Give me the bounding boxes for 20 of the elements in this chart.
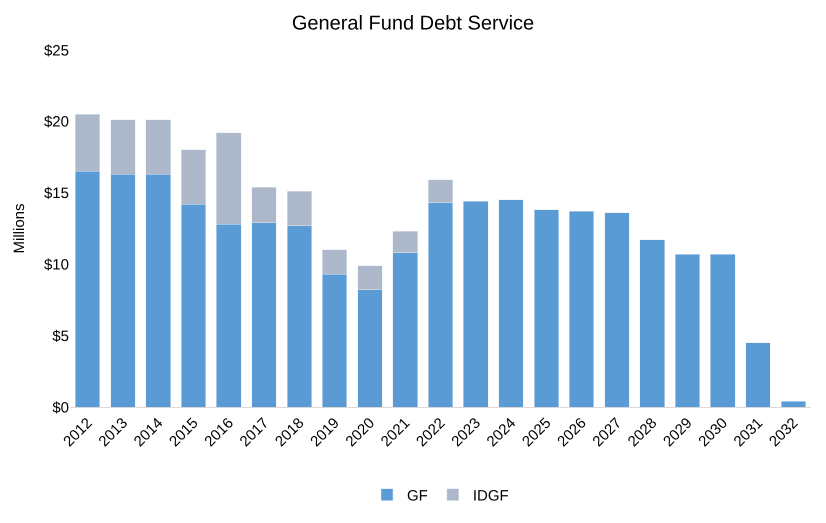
bar: [534, 210, 559, 407]
legend-label: GF: [407, 488, 428, 504]
bar: [463, 201, 488, 407]
y-tick-label: $20: [44, 114, 69, 131]
bar: [780, 401, 806, 407]
bar: [604, 212, 630, 407]
y-tick-label: $5: [52, 328, 69, 345]
y-tick-label: $0: [52, 399, 69, 416]
bar: [569, 211, 594, 407]
legend-label: IDGF: [472, 488, 509, 504]
bar: [498, 200, 524, 407]
bar: [640, 240, 665, 407]
bar: [745, 342, 771, 407]
y-tick-label: $15: [44, 185, 69, 202]
bar: [710, 254, 736, 407]
y-axis-title: Millions: [11, 203, 28, 254]
chart-title: General Fund Debt Service: [292, 12, 534, 35]
bar: [674, 254, 700, 407]
y-tick-label: $25: [44, 42, 69, 60]
y-tick-label: $10: [44, 256, 69, 274]
